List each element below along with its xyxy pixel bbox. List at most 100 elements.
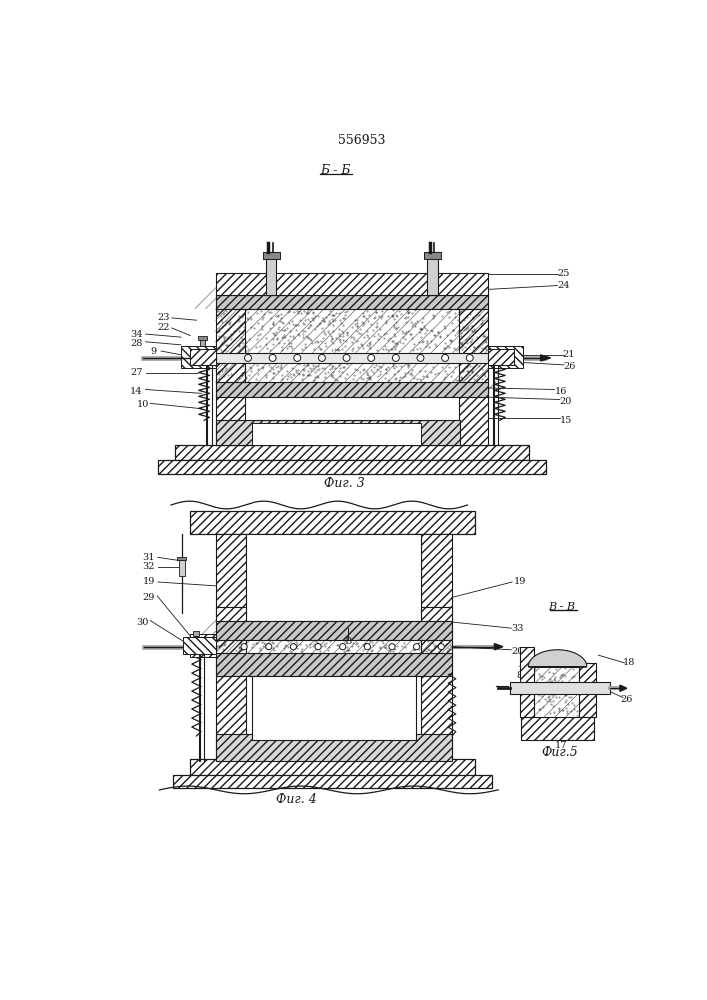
Text: 19: 19 [143,578,155,586]
Polygon shape [494,644,503,650]
Circle shape [442,354,448,361]
Text: Б - Б: Б - Б [320,164,350,177]
Bar [520,647,534,717]
Text: Фиг.5: Фиг.5 [542,746,578,759]
Text: 18: 18 [623,658,636,667]
Text: В: В [344,637,351,646]
Bar [216,607,247,761]
Text: Фиг. 4: Фиг. 4 [276,793,317,806]
Text: 29: 29 [143,593,155,602]
Text: 19: 19 [513,578,526,586]
Bar [579,663,596,717]
Text: В - В: В - В [549,602,575,612]
Bar [216,640,452,653]
Text: 17: 17 [555,741,568,750]
Text: 16: 16 [555,387,568,396]
Bar [173,774,492,788]
Bar [216,534,247,620]
Bar [534,667,579,717]
Bar [216,620,452,640]
Bar [175,445,529,460]
Bar [424,252,441,259]
Text: 27: 27 [130,368,143,377]
Circle shape [241,644,247,650]
Text: 33: 33 [511,624,524,633]
Text: 8: 8 [517,671,523,680]
Bar [179,560,185,576]
Text: Фиг. 3: Фиг. 3 [324,477,365,490]
Bar [247,534,421,620]
Bar [190,634,216,657]
Bar [216,295,489,309]
Bar [262,252,279,259]
Bar [193,631,199,636]
Circle shape [245,354,252,361]
Bar [190,759,475,776]
Text: 10: 10 [136,400,148,409]
Bar [190,349,216,365]
Circle shape [269,354,276,361]
Bar [216,382,489,397]
Circle shape [343,354,350,361]
Text: 32: 32 [142,562,155,571]
Circle shape [266,644,272,650]
Bar [216,273,489,295]
Circle shape [389,644,395,650]
Text: 34: 34 [130,330,143,339]
Circle shape [417,354,424,361]
Polygon shape [528,650,587,667]
Bar [489,346,523,368]
Circle shape [438,644,444,650]
Bar [489,349,514,365]
Text: 22: 22 [157,323,170,332]
Circle shape [414,644,420,650]
Text: 26: 26 [563,362,575,371]
Bar [421,534,452,620]
Text: 15: 15 [560,416,572,425]
Text: 30: 30 [136,618,148,627]
Text: 21: 21 [563,350,575,359]
Bar [198,336,207,340]
Bar [190,511,475,534]
Bar [182,637,216,654]
Bar [216,420,460,445]
Bar [200,339,205,346]
Circle shape [392,354,399,361]
Circle shape [291,644,296,650]
Text: 24: 24 [557,281,570,290]
Circle shape [467,354,473,361]
Bar [181,346,216,368]
Circle shape [368,354,375,361]
Text: 28: 28 [130,339,143,348]
Text: 26: 26 [621,695,633,704]
Bar [158,460,546,474]
Bar [521,717,595,740]
Bar [177,557,187,560]
Polygon shape [541,355,551,361]
Text: 25: 25 [558,269,570,278]
Circle shape [318,354,325,361]
Text: 9: 9 [150,347,156,356]
Text: 23: 23 [157,313,170,322]
Bar [459,291,489,445]
Circle shape [339,644,346,650]
Circle shape [364,644,370,650]
Bar [421,607,452,761]
Text: 31: 31 [142,553,155,562]
Polygon shape [620,685,627,691]
Text: 14: 14 [130,387,143,396]
Circle shape [315,644,321,650]
Text: 20: 20 [560,397,572,406]
Circle shape [294,354,300,361]
Bar [216,653,452,676]
Bar [252,423,421,445]
Bar [252,676,416,740]
Bar [216,309,489,353]
Bar [428,252,438,295]
Bar [216,734,452,761]
Text: 20: 20 [511,647,524,656]
Bar [216,353,489,363]
Bar [510,682,610,694]
Bar [216,363,489,382]
Bar [266,252,276,295]
